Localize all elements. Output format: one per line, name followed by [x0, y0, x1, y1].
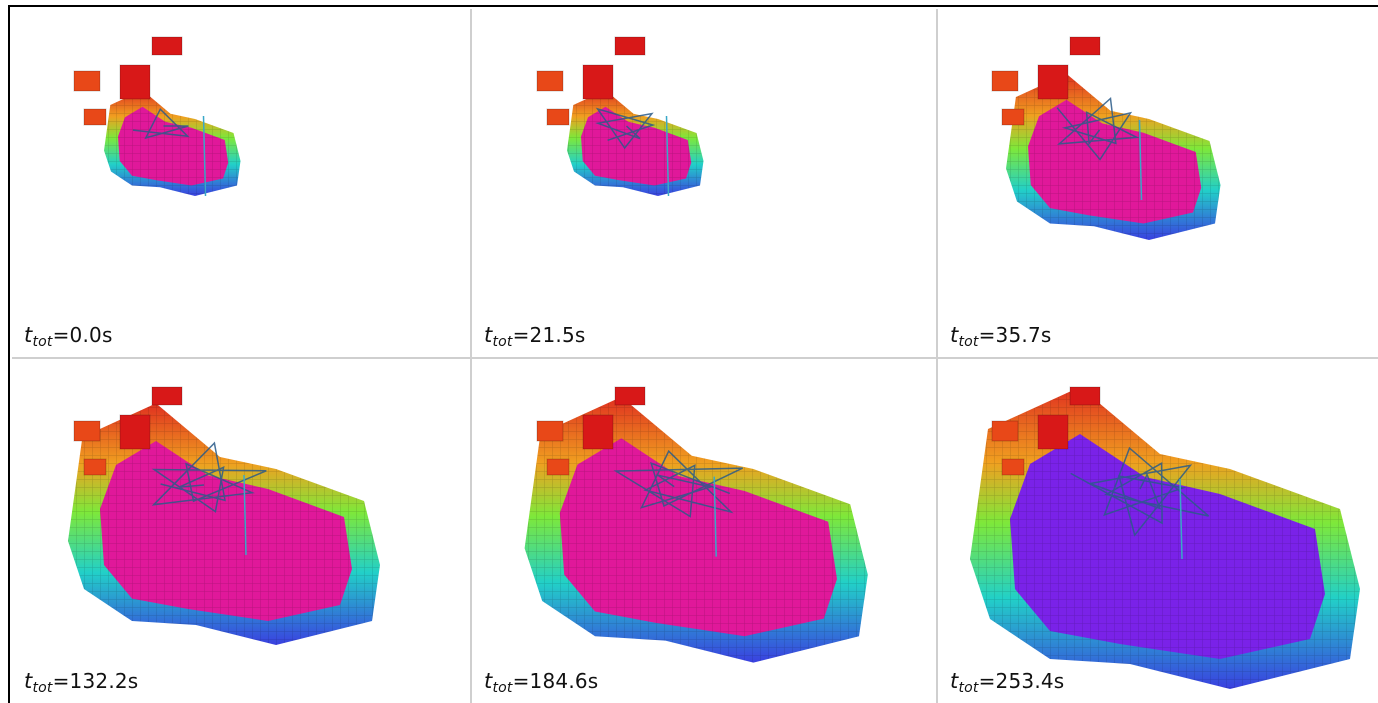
time-value: =184.6s — [512, 669, 599, 693]
map-panel-2: ttot=21.5s — [472, 9, 936, 357]
pillar-voxel — [1001, 108, 1025, 126]
sensor-ray — [665, 115, 670, 197]
time-caption-2: ttot=21.5s — [484, 323, 586, 350]
pillar-voxel — [119, 414, 151, 450]
pillar-voxel — [73, 70, 101, 92]
time-subscript: tot — [32, 334, 53, 350]
pillar-voxel — [1037, 414, 1069, 450]
time-symbol: t — [24, 323, 33, 347]
sensor-ray — [1179, 478, 1183, 560]
map-panel-3: ttot=35.7s — [938, 9, 1378, 357]
pillar-voxel — [1069, 386, 1101, 406]
time-value: =21.5s — [512, 323, 586, 347]
map-panel-4: ttot=132.2s — [12, 359, 470, 703]
pillar-voxel — [119, 64, 151, 100]
time-value: =132.2s — [52, 669, 139, 693]
pillar-voxel — [83, 108, 107, 126]
pillar-voxel — [582, 64, 614, 100]
robot-trajectory — [613, 449, 744, 518]
robot-trajectory — [1056, 96, 1140, 161]
time-caption-3: ttot=35.7s — [950, 323, 1052, 350]
time-symbol: t — [950, 323, 959, 347]
map-panel-5: ttot=184.6s — [472, 359, 936, 703]
pillar-voxel — [991, 420, 1019, 442]
time-caption-1: ttot=0.0s — [24, 323, 113, 350]
time-subscript: tot — [492, 680, 513, 696]
time-subscript: tot — [958, 680, 979, 696]
time-caption-6: ttot=253.4s — [950, 669, 1065, 696]
time-subscript: tot — [958, 334, 979, 350]
floor-voxel-grid — [1010, 434, 1325, 659]
voxel-map-5 — [524, 386, 868, 663]
pillar-voxel — [536, 70, 564, 92]
time-value: =0.0s — [52, 323, 113, 347]
pillar-voxel — [73, 420, 101, 442]
time-symbol: t — [484, 323, 493, 347]
pillar-voxel — [614, 36, 646, 56]
pillar-voxel — [536, 420, 564, 442]
voxel-map-6 — [970, 386, 1360, 689]
sensor-ray — [713, 476, 717, 557]
time-subscript: tot — [492, 334, 513, 350]
sensor-ray — [243, 474, 247, 556]
panel-grid: ttot=0.0s ttot=21.5s ttot=35.7s ttot=132… — [12, 9, 1378, 703]
floor-voxel-grid — [100, 441, 352, 621]
time-value: =35.7s — [978, 323, 1052, 347]
pillar-voxel — [991, 70, 1019, 92]
robot-trajectory — [132, 107, 190, 140]
robot-trajectory — [595, 107, 656, 150]
pillar-voxel — [151, 36, 183, 56]
time-value: =253.4s — [978, 669, 1065, 693]
sensor-ray — [1138, 119, 1143, 201]
figure-frame: ttot=0.0s ttot=21.5s ttot=35.7s ttot=132… — [8, 5, 1378, 703]
voxel-map-4 — [68, 386, 380, 645]
pillar-voxel — [1037, 64, 1069, 100]
pillar-voxel — [1069, 36, 1101, 56]
time-caption-4: ttot=132.2s — [24, 669, 139, 696]
pillar-voxel — [582, 414, 614, 450]
map-panel-6: ttot=253.4s — [938, 359, 1378, 703]
pillar-voxel — [151, 386, 183, 406]
pillar-voxel — [546, 458, 570, 476]
floor-voxel-grid — [118, 106, 229, 186]
sensor-ray — [202, 115, 207, 197]
voxel-map-2 — [536, 36, 704, 197]
robot-trajectory — [1070, 446, 1210, 537]
pillar-voxel — [83, 458, 107, 476]
voxel-map-3 — [991, 36, 1221, 241]
pillar-voxel — [546, 108, 570, 126]
time-caption-5: ttot=184.6s — [484, 669, 599, 696]
floor-voxel-grid — [559, 438, 837, 637]
time-symbol: t — [950, 669, 959, 693]
pillar-voxel — [1001, 458, 1025, 476]
map-panel-1: ttot=0.0s — [12, 9, 470, 357]
pillar-voxel — [614, 386, 646, 406]
robot-trajectory — [151, 441, 267, 513]
time-symbol: t — [484, 669, 493, 693]
voxel-map-1 — [73, 36, 241, 197]
time-symbol: t — [24, 669, 33, 693]
floor-voxel-grid — [1028, 99, 1202, 224]
time-subscript: tot — [32, 680, 53, 696]
